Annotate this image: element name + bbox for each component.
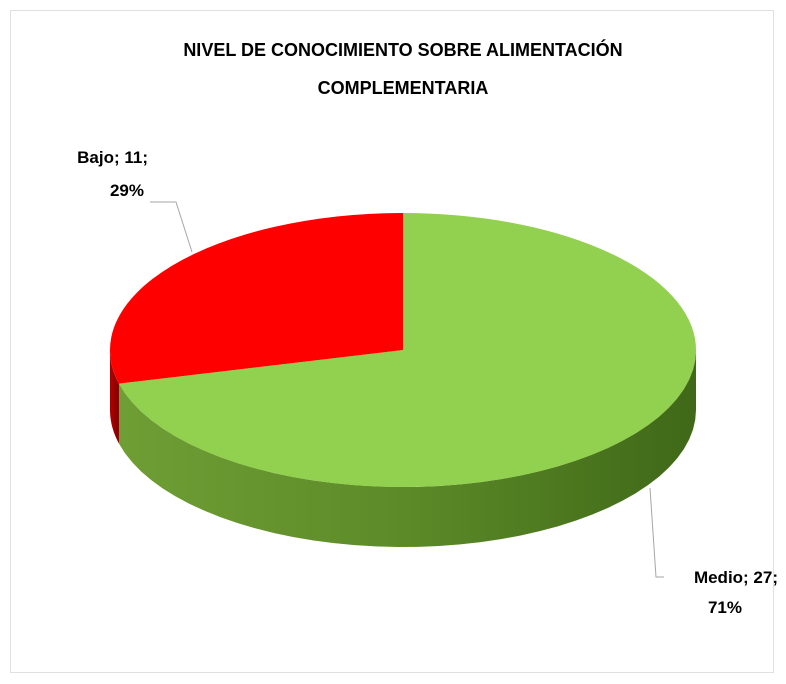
leader-line	[150, 201, 193, 253]
slice-side	[110, 350, 119, 444]
data-label: Bajo; 11;	[77, 148, 148, 167]
slice-side	[118, 350, 697, 547]
slice	[118, 213, 696, 487]
leader-line	[649, 487, 664, 578]
data-label: Medio; 27;	[694, 568, 778, 587]
chart-title: COMPLEMENTARIA	[318, 78, 489, 98]
pie	[110, 213, 697, 547]
data-label: 29%	[110, 181, 144, 200]
slice	[110, 213, 404, 384]
chart-title: NIVEL DE CONOCIMIENTO SOBRE ALIMENTACIÓN	[183, 39, 622, 60]
data-label: 71%	[708, 598, 742, 617]
